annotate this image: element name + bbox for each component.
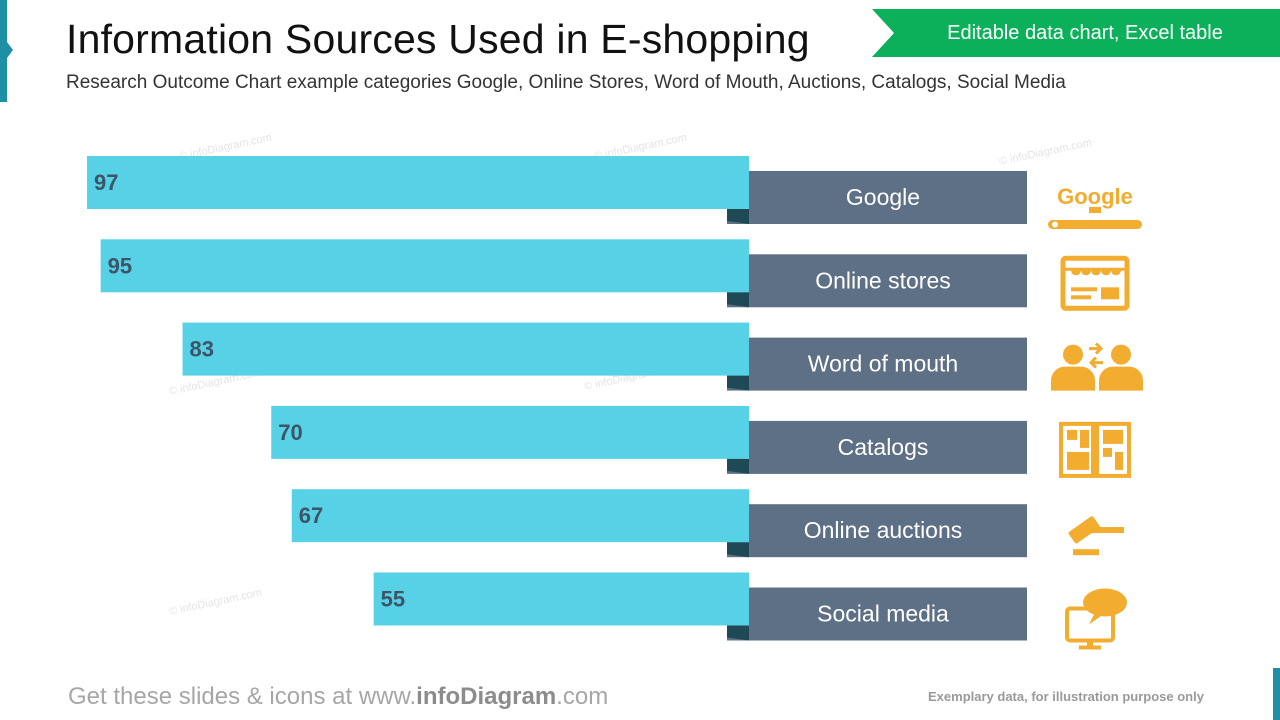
- category-label: Online auctions: [804, 517, 963, 543]
- category-label-bg: [727, 337, 1027, 391]
- watermark-text: © infoDiagram.com: [998, 137, 1093, 168]
- bar-fold-shadow: [727, 292, 749, 308]
- left-accent-arrow: [7, 42, 13, 58]
- category-label: Catalogs: [838, 434, 929, 460]
- left-accent-bar: [0, 0, 7, 102]
- category-label-bg: [727, 587, 1027, 641]
- bar-value-label: 83: [190, 337, 214, 362]
- bar-fold-shadow: [727, 542, 749, 558]
- bar-value-label: 55: [381, 587, 405, 612]
- category-label-bg: [727, 171, 1027, 224]
- footer-promo-suffix: .com: [556, 683, 609, 710]
- category-label: Online stores: [815, 267, 951, 293]
- auction-gavel-icon: [1067, 504, 1127, 560]
- editable-chart-badge[interactable]: Editable data chart, Excel table: [872, 9, 1280, 57]
- bars-layer: 97 Google 95 Online stores 83 Word of mouth 70…: [87, 156, 1145, 652]
- bar-fold-shadow: [727, 458, 749, 474]
- category-label: Word of mouth: [808, 351, 958, 377]
- bar: [87, 156, 749, 209]
- google-search-icon: [1048, 184, 1142, 229]
- social-media-icon: [1065, 586, 1129, 652]
- category-label: Google: [846, 184, 920, 210]
- category-label-bg: [727, 254, 1027, 308]
- bar: [100, 239, 750, 293]
- watermark-text: © infoDiagram.com: [168, 587, 263, 618]
- bar-value-label: 67: [299, 503, 323, 528]
- bar-value-label: 97: [94, 170, 118, 195]
- footer-brand[interactable]: infoDiagram: [416, 683, 557, 710]
- bar-fold-shadow: [727, 375, 749, 391]
- category-label: Social media: [817, 601, 949, 627]
- online-store-icon: [1063, 258, 1127, 308]
- bar-chart: © infoDiagram.com © infoDiagram.com © info…: [87, 132, 1145, 652]
- footer-disclaimer: Exemplary data, for illustration purpose…: [928, 689, 1204, 704]
- bar-value-label: 70: [278, 420, 302, 445]
- word-of-mouth-icon: [1049, 342, 1145, 393]
- editable-chart-badge-label: Editable data chart, Excel table: [947, 21, 1223, 44]
- category-label-bg: [727, 420, 1027, 474]
- footer-promo: Get these slides & icons at www.infoDiag…: [68, 683, 608, 711]
- catalog-icon: [1059, 421, 1131, 478]
- bar-fold-shadow: [727, 209, 749, 224]
- page-subtitle: Research Outcome Chart example categorie…: [66, 72, 1066, 93]
- bar: [373, 572, 749, 626]
- footer-promo-prefix: Get these slides & icons at www.: [68, 683, 417, 710]
- page-title: Information Sources Used in E-shopping: [66, 16, 810, 62]
- bar: [291, 489, 749, 543]
- bar-value-label: 95: [108, 253, 132, 278]
- bar-fold-shadow: [727, 625, 749, 641]
- right-accent-bar: [1273, 668, 1280, 720]
- bar: [271, 405, 749, 459]
- category-label-bg: [727, 504, 1027, 558]
- bar: [182, 322, 749, 376]
